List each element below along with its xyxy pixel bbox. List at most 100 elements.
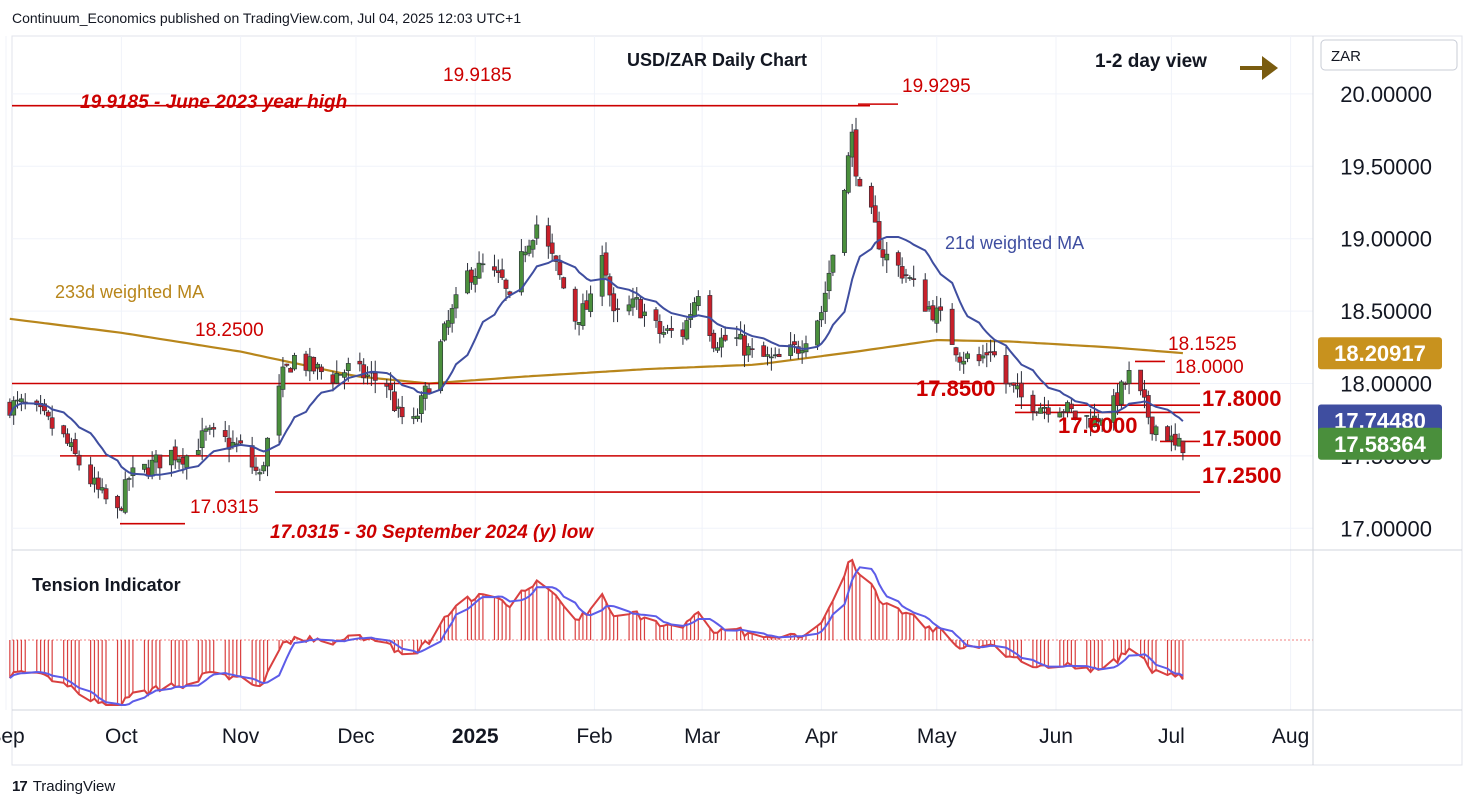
candle-down — [880, 239, 886, 267]
price-tag-label: 17.58364 — [1334, 432, 1427, 457]
currency-label: ZAR — [1331, 48, 1361, 65]
x-tick-label: Sep — [0, 725, 25, 748]
candle-down — [238, 434, 244, 446]
candle-up — [142, 463, 147, 473]
candle-down — [115, 494, 120, 519]
candle-up — [415, 408, 420, 422]
candle-body — [545, 225, 551, 247]
candle-down — [922, 273, 928, 312]
candle-body — [715, 347, 720, 351]
candle-up — [934, 296, 940, 333]
level-label-17.6000: 17.6000 — [1058, 413, 1138, 438]
candle-body — [1118, 381, 1124, 405]
candle-down — [792, 334, 797, 353]
candle-up — [884, 242, 890, 273]
candle-down — [707, 290, 713, 342]
candle-body — [580, 303, 586, 326]
candle-body — [718, 337, 724, 348]
candle-body — [657, 321, 663, 334]
candle-up — [1126, 361, 1132, 395]
candle-up — [126, 476, 132, 491]
candle-body — [845, 155, 851, 193]
candle-body — [103, 488, 109, 500]
candle-body — [357, 360, 363, 365]
candle-down — [95, 471, 101, 499]
candle-up — [418, 391, 424, 423]
candle-up — [438, 339, 444, 394]
candle-body — [868, 185, 874, 208]
candle-up — [1153, 424, 1159, 442]
tension-line-red — [8, 558, 1184, 706]
candle-down — [868, 182, 874, 215]
tension-line-blue — [9, 566, 1184, 706]
candle-body — [722, 334, 728, 341]
candle-down — [653, 306, 659, 328]
candle-up — [1038, 402, 1044, 414]
level-label-17.2500: 17.2500 — [1202, 463, 1282, 488]
candle-body — [472, 276, 478, 285]
candle-body — [265, 437, 270, 467]
candle-down — [903, 268, 909, 283]
candle-up — [257, 468, 263, 482]
candle-up — [768, 347, 774, 371]
candle-body — [1138, 369, 1144, 392]
candle-body — [1099, 419, 1105, 426]
candle-body — [418, 395, 424, 414]
candle-body — [1068, 403, 1074, 410]
tradingview-footer[interactable]: 17 TradingView — [12, 778, 115, 795]
y-tick-label: 18.00000 — [1340, 371, 1432, 396]
candle-body — [222, 430, 228, 437]
candle-body — [253, 466, 259, 471]
candle-up — [130, 456, 136, 488]
candle-up — [718, 328, 724, 358]
candle-body — [965, 353, 970, 359]
price-tag: 17.58364 — [1318, 427, 1442, 460]
candle-body — [122, 479, 128, 513]
candle-body — [653, 309, 659, 321]
candle-body — [661, 332, 667, 335]
candle-down — [399, 395, 405, 425]
level-label-18.2500: 18.2500 — [195, 320, 264, 341]
candle-body — [949, 308, 955, 345]
candle-body — [449, 308, 455, 324]
x-tick-label: Aug — [1272, 725, 1309, 748]
x-tick-label: Feb — [576, 725, 612, 748]
candle-body — [611, 293, 617, 312]
candle-up — [815, 319, 820, 350]
candle-body — [749, 348, 755, 350]
candle-down — [553, 255, 559, 271]
candle-down — [1018, 371, 1024, 409]
candle-down — [876, 211, 882, 251]
candle-up — [661, 325, 667, 338]
price-tag: 18.20917 — [1318, 337, 1442, 370]
candle-up — [961, 351, 967, 374]
right-arrow-icon — [1240, 56, 1278, 80]
candle-body — [361, 364, 367, 379]
candle-up — [599, 245, 605, 307]
candle-body — [399, 407, 405, 418]
candle-up — [818, 305, 824, 327]
currency-box[interactable] — [1320, 39, 1458, 71]
candle-down — [1068, 398, 1074, 413]
x-tick-label: Apr — [805, 725, 838, 748]
candle-down — [1045, 400, 1051, 423]
ma233-label: 233d weighted MA — [55, 282, 204, 302]
candle-body — [876, 221, 882, 250]
tension-indicator — [8, 558, 1313, 706]
candle-up — [526, 239, 532, 257]
candle-body — [607, 276, 613, 296]
candle-body — [1122, 383, 1128, 385]
candle-body — [557, 261, 563, 276]
candle-down — [711, 329, 717, 353]
candle-down — [857, 176, 863, 187]
candle-up — [445, 310, 451, 335]
candle-up — [365, 366, 370, 385]
candle-down — [911, 265, 917, 287]
candle-body — [1153, 426, 1159, 435]
candle-body — [284, 363, 290, 366]
candle-down — [872, 195, 878, 223]
candle-body — [199, 430, 205, 449]
candle-down — [1030, 390, 1036, 421]
candle-down — [61, 424, 67, 438]
